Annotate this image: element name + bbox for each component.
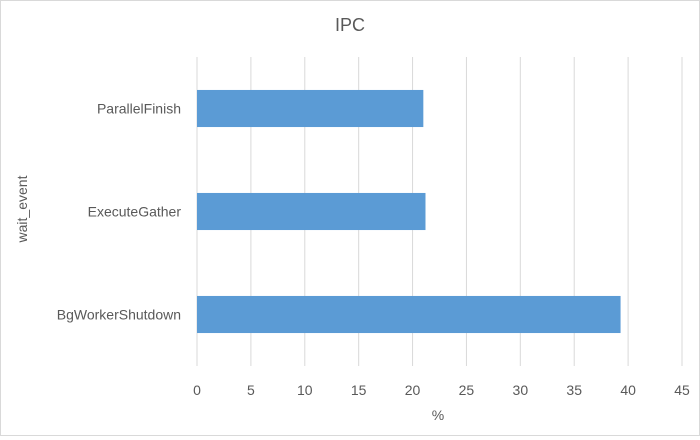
x-tick-label: 30 <box>513 382 529 398</box>
x-tick-label: 25 <box>459 382 475 398</box>
category-label: ParallelFinish <box>97 101 181 117</box>
x-tick-label: 20 <box>405 382 421 398</box>
category-labels: ParallelFinish ExecuteGather BgWorkerShutd… <box>57 101 182 323</box>
x-tick-label: 35 <box>566 382 582 398</box>
chart-title: IPC <box>335 15 365 35</box>
bar-ExecuteGather <box>197 192 426 231</box>
bars <box>197 89 621 334</box>
x-tick-label: 15 <box>351 382 367 398</box>
bar-ParallelFinish <box>197 89 424 128</box>
x-tick-label: 10 <box>297 382 313 398</box>
x-tick-labels: 0 5 10 15 20 25 30 35 40 45 <box>193 382 690 398</box>
x-tick-label: 0 <box>193 382 201 398</box>
category-label: ExecuteGather <box>88 204 182 220</box>
x-axis-label: % <box>432 407 444 423</box>
category-label: BgWorkerShutdown <box>57 307 181 323</box>
x-tick-label: 45 <box>674 382 690 398</box>
y-axis-label: wait_event <box>14 175 30 243</box>
x-tick-label: 40 <box>620 382 636 398</box>
bar-BgWorkerShutdown <box>197 295 621 334</box>
x-tick-label: 5 <box>247 382 255 398</box>
